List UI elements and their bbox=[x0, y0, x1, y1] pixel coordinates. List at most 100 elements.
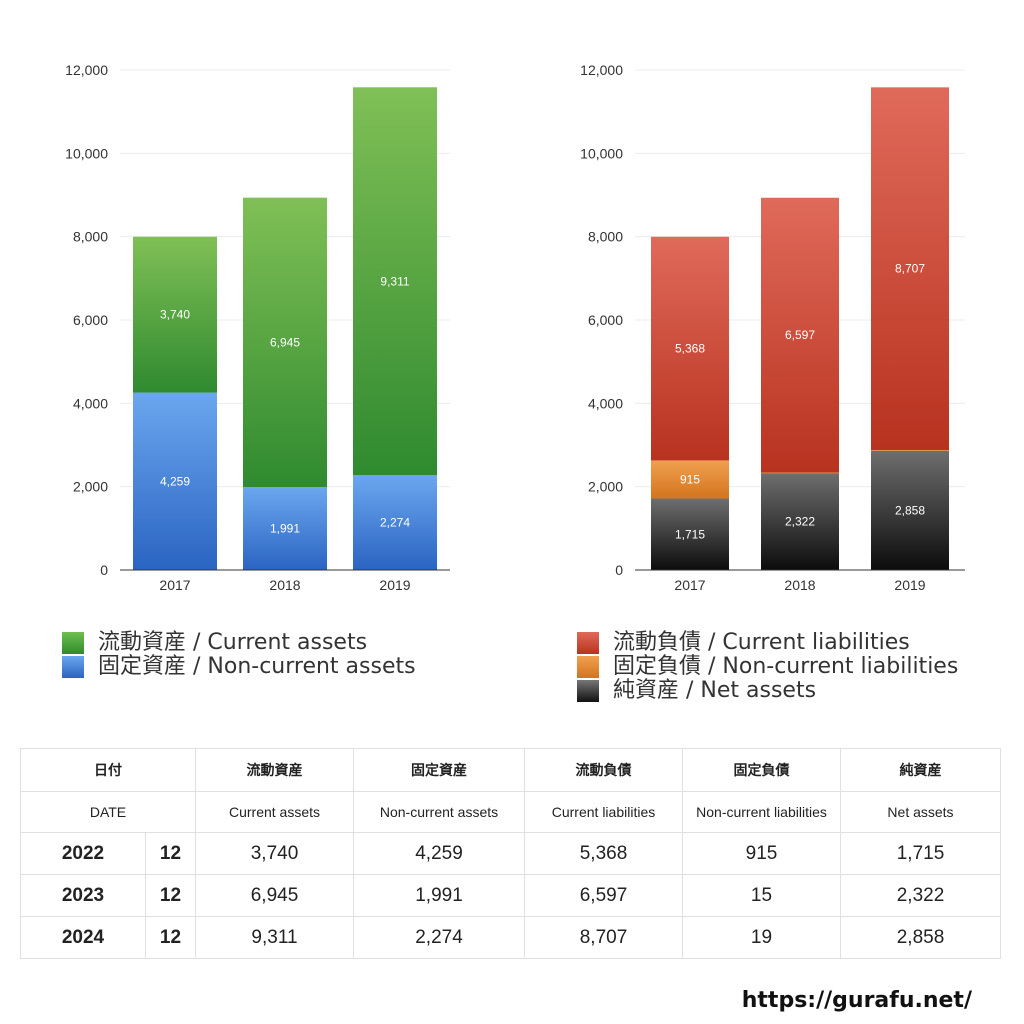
row-year: 2022 bbox=[20, 832, 146, 875]
header-date-en: DATE bbox=[20, 791, 196, 833]
non-current-liabilities-swatch bbox=[577, 656, 599, 678]
header-current-assets-en: Current assets bbox=[195, 791, 354, 833]
liabilities-chart: 0 2,000 4,000 6,000 8,000 10,000 12,000 1,715 91… bbox=[580, 62, 965, 593]
header-non-current-assets-ja: 固定資産 bbox=[353, 748, 525, 792]
row-year: 2024 bbox=[20, 916, 146, 959]
y-tick-label: 4,000 bbox=[588, 395, 623, 411]
y-tick-label: 6,000 bbox=[588, 312, 623, 328]
cell-current-liabilities: 6,597 bbox=[524, 874, 683, 917]
table-header-en: DATE Current assets Non-current assets C… bbox=[20, 791, 1001, 833]
data-label: 1,715 bbox=[675, 527, 705, 541]
site-url[interactable]: https://gurafu.net/ bbox=[741, 988, 972, 1013]
data-label: 6,945 bbox=[270, 335, 300, 349]
header-non-current-assets-en: Non-current assets bbox=[353, 791, 525, 833]
y-tick-label: 8,000 bbox=[73, 229, 108, 245]
header-current-liabilities-en: Current liabilities bbox=[524, 791, 683, 833]
bar-segment-current-liabilities bbox=[651, 236, 729, 461]
row-month: 12 bbox=[145, 832, 196, 875]
header-net-assets-ja: 純資産 bbox=[840, 748, 1001, 792]
cell-non-current-assets: 1,991 bbox=[353, 874, 525, 917]
table-row: 2024 12 9,311 2,274 8,707 19 2,858 bbox=[20, 916, 1001, 959]
header-current-assets-ja: 流動資産 bbox=[195, 748, 354, 792]
bar-segment-net-assets bbox=[651, 498, 729, 570]
y-tick-label: 0 bbox=[100, 562, 108, 578]
header-non-current-liabilities-en: Non-current liabilities bbox=[682, 791, 841, 833]
legend-item-net-assets: 純資産 / Net assets bbox=[577, 679, 958, 703]
cell-current-liabilities: 8,707 bbox=[524, 916, 683, 959]
assets-chart: 0 2,000 4,000 6,000 8,000 10,000 12,000 4,259 3,… bbox=[65, 62, 450, 593]
x-tick-label: 2019 bbox=[894, 577, 925, 593]
header-non-current-liabilities-ja: 固定負債 bbox=[682, 748, 841, 792]
cell-non-current-assets: 2,274 bbox=[353, 916, 525, 959]
charts-canvas: 0 2,000 4,000 6,000 8,000 10,000 12,000 4,259 3,… bbox=[65, 62, 965, 593]
data-label: 3,740 bbox=[160, 308, 190, 322]
y-tick-label: 12,000 bbox=[580, 62, 623, 78]
non-current-assets-swatch bbox=[62, 656, 84, 678]
cell-non-current-liabilities: 19 bbox=[682, 916, 841, 959]
x-tick-label: 2017 bbox=[159, 577, 190, 593]
cell-current-assets: 3,740 bbox=[195, 832, 354, 875]
y-tick-label: 4,000 bbox=[73, 395, 108, 411]
legend-item-non-current-liabilities: 固定負債 / Non-current liabilities bbox=[577, 655, 958, 679]
x-tick-label: 2018 bbox=[269, 577, 300, 593]
y-tick-label: 2,000 bbox=[73, 479, 108, 495]
data-label: 2,274 bbox=[380, 516, 410, 530]
bar-segment-net-assets bbox=[761, 473, 839, 570]
cell-non-current-liabilities: 915 bbox=[682, 832, 841, 875]
bar-segment-non-current-assets bbox=[133, 392, 217, 570]
y-tick-label: 0 bbox=[615, 562, 623, 578]
legend-item-current-liabilities: 流動負債 / Current liabilities bbox=[577, 631, 958, 655]
table-header-ja: 日付 流動資産 固定資産 流動負債 固定負債 純資産 bbox=[20, 748, 1001, 792]
data-label: 1,991 bbox=[270, 522, 300, 536]
header-net-assets-en: Net assets bbox=[840, 791, 1001, 833]
cell-net-assets: 2,322 bbox=[840, 874, 1001, 917]
data-label: 8,707 bbox=[895, 262, 925, 276]
table-row: 2023 12 6,945 1,991 6,597 15 2,322 bbox=[20, 874, 1001, 917]
row-month: 12 bbox=[145, 874, 196, 917]
x-tick-label: 2017 bbox=[674, 577, 705, 593]
cell-current-assets: 9,311 bbox=[195, 916, 354, 959]
table-row: 2022 12 3,740 4,259 5,368 915 1,715 bbox=[20, 832, 1001, 875]
data-label: 2,858 bbox=[895, 503, 925, 517]
legend-label: 流動負債 / Current liabilities bbox=[613, 630, 910, 655]
data-label: 5,368 bbox=[675, 342, 705, 356]
row-year: 2023 bbox=[20, 874, 146, 917]
bar-segment-non-current-liabilities bbox=[871, 450, 949, 451]
current-assets-swatch bbox=[62, 632, 84, 654]
y-tick-label: 10,000 bbox=[65, 145, 108, 161]
bar-segment-non-current-assets bbox=[353, 475, 437, 570]
bar-segment-current-liabilities bbox=[871, 87, 949, 451]
x-tick-label: 2018 bbox=[784, 577, 815, 593]
y-tick-label: 6,000 bbox=[73, 312, 108, 328]
bar-segment-current-liabilities bbox=[761, 197, 839, 473]
net-assets-swatch bbox=[577, 680, 599, 702]
legend-label: 純資産 / Net assets bbox=[613, 678, 817, 703]
legend-label: 固定資産 / Non-current assets bbox=[98, 654, 416, 679]
bar-segment-net-assets bbox=[871, 450, 949, 570]
y-tick-label: 2,000 bbox=[588, 479, 623, 495]
bar-segment-current-assets bbox=[133, 236, 217, 393]
y-tick-label: 8,000 bbox=[588, 229, 623, 245]
header-date-ja: 日付 bbox=[20, 748, 196, 792]
legend-label: 固定負債 / Non-current liabilities bbox=[613, 654, 959, 679]
cell-non-current-liabilities: 15 bbox=[682, 874, 841, 917]
legend-item-current-assets: 流動資産 / Current assets bbox=[62, 631, 416, 655]
cell-current-assets: 6,945 bbox=[195, 874, 354, 917]
cell-net-assets: 2,858 bbox=[840, 916, 1001, 959]
cell-non-current-assets: 4,259 bbox=[353, 832, 525, 875]
bar-segment-non-current-assets bbox=[243, 487, 327, 570]
bar-segment-non-current-liabilities bbox=[651, 460, 729, 499]
header-current-liabilities-ja: 流動負債 bbox=[524, 748, 683, 792]
data-label: 2,322 bbox=[785, 515, 815, 529]
current-liabilities-swatch bbox=[577, 632, 599, 654]
liabilities-legend: 流動負債 / Current liabilities 固定負債 / Non-cu… bbox=[577, 631, 958, 703]
balance-sheet-table: 日付 流動資産 固定資産 流動負債 固定負債 純資産 DATE Current … bbox=[20, 748, 1001, 959]
y-tick-label: 10,000 bbox=[580, 145, 623, 161]
bar-segment-current-assets bbox=[243, 197, 327, 488]
y-tick-label: 12,000 bbox=[65, 62, 108, 78]
bar-segment-current-assets bbox=[353, 87, 437, 476]
x-tick-label: 2019 bbox=[379, 577, 410, 593]
assets-legend: 流動資産 / Current assets 固定資産 / Non-current… bbox=[62, 631, 416, 679]
legend-label: 流動資産 / Current assets bbox=[98, 630, 368, 655]
data-label: 4,259 bbox=[160, 474, 190, 488]
